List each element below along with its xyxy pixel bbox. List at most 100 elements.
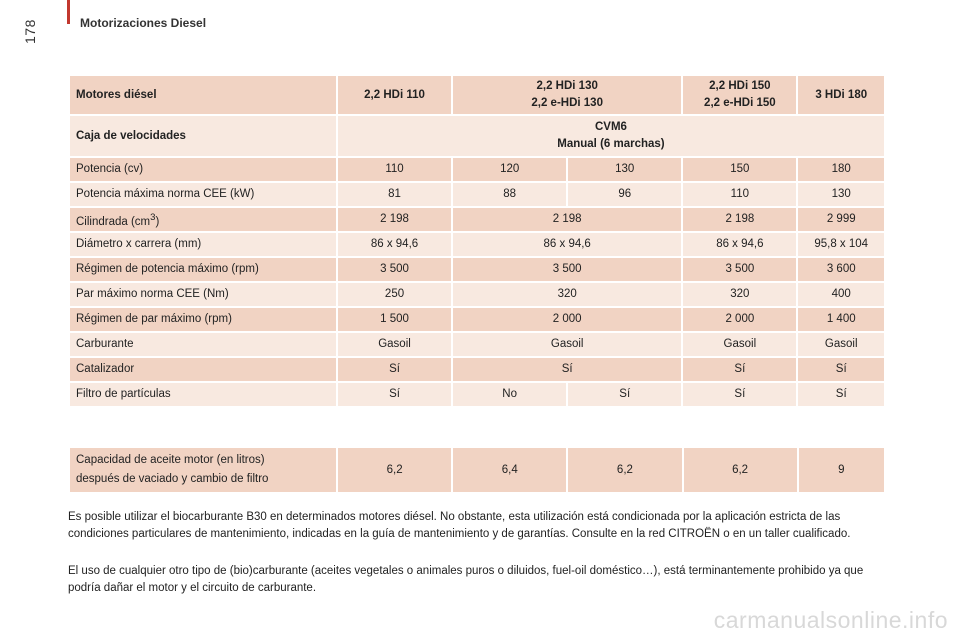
row-label-text-end: ) <box>155 215 160 228</box>
table-cell: 150 <box>683 158 797 181</box>
table-cell: Gasoil <box>337 333 452 356</box>
table-cell: 2 198 <box>337 208 452 231</box>
gearbox-code: CVM6 <box>594 121 627 133</box>
engine-name-alt: 2,2 e-HDi 130 <box>531 97 603 109</box>
gearbox-row: Caja de velocidades CVM6 Manual (6 marcha… <box>70 116 884 156</box>
table-row: Catalizador Sí Sí Sí Sí <box>70 358 884 381</box>
table-cell: 86 x 94,6 <box>683 233 797 256</box>
watermark: carmanualsonline.info <box>713 607 948 633</box>
table-row: Filtro de partículas Sí No Sí Sí Sí <box>70 383 884 406</box>
oil-label-line1: Capacidad de aceite motor (en litros) <box>76 454 265 466</box>
table-cell: Sí <box>798 358 884 381</box>
table-cell: Gasoil <box>683 333 797 356</box>
engines-header-row: Motores diésel 2,2 HDi 110 2,2 HDi 130 2,… <box>70 76 884 114</box>
table-cell: 6,2 <box>338 448 452 492</box>
table-cell: 6,4 <box>453 448 567 492</box>
row-label: Potencia (cv) <box>70 158 336 181</box>
table-row: Cilindrada (cm3) 2 198 2 198 2 198 2 999 <box>70 208 884 231</box>
table-cell: 86 x 94,6 <box>337 233 452 256</box>
table-cell: 9 <box>798 448 884 492</box>
table-cell: 130 <box>568 158 682 181</box>
gearbox-desc: Manual (6 marchas) <box>557 138 665 150</box>
table-cell: 6,2 <box>568 448 682 492</box>
page-number: 178 <box>22 19 38 44</box>
table-cell: 95,8 x 104 <box>798 233 884 256</box>
table-cell: 2 000 <box>683 308 797 331</box>
row-label: Cilindrada (cm3) <box>70 208 336 231</box>
table-cell: 3 600 <box>798 258 884 281</box>
engine-header-cell: 2,2 HDi 150 2,2 e-HDi 150 <box>683 76 797 114</box>
oil-capacity-label: Capacidad de aceite motor (en litros) des… <box>70 448 337 492</box>
table-cell: 120 <box>453 158 567 181</box>
table-cell: Sí <box>337 358 452 381</box>
table-cell: 110 <box>337 158 452 181</box>
table-cell: 2 999 <box>798 208 884 231</box>
table-cell: 180 <box>798 158 884 181</box>
row-label: Potencia máxima norma CEE (kW) <box>70 183 336 206</box>
table-cell: 86 x 94,6 <box>453 233 682 256</box>
table-cell: 6,2 <box>683 448 797 492</box>
table-cell: Sí <box>683 358 797 381</box>
row-label: Catalizador <box>70 358 336 381</box>
section-accent-bar <box>67 0 70 24</box>
table-cell: 3 500 <box>683 258 797 281</box>
table-cell: Gasoil <box>798 333 884 356</box>
table-cell: Sí <box>453 358 682 381</box>
engine-spec-table: Motores diésel 2,2 HDi 110 2,2 HDi 130 2,… <box>68 74 886 408</box>
row-label: Filtro de partículas <box>70 383 336 406</box>
engine-name: 2,2 HDi 130 <box>536 80 598 92</box>
table-row: Diámetro x carrera (mm) 86 x 94,6 86 x 9… <box>70 233 884 256</box>
gearbox-label: Caja de velocidades <box>70 116 336 156</box>
oil-label-line2: después de vaciado y cambio de filtro <box>76 473 269 485</box>
table-row: Potencia (cv) 110 120 130 150 180 <box>70 158 884 181</box>
oil-capacity-table: Capacidad de aceite motor (en litros) des… <box>68 446 886 494</box>
table-cell: 130 <box>798 183 884 206</box>
engine-name: 2,2 HDi 110 <box>364 88 425 101</box>
table-row: Potencia máxima norma CEE (kW) 81 88 96 … <box>70 183 884 206</box>
table-cell: 3 500 <box>337 258 452 281</box>
table-cell: Sí <box>683 383 797 406</box>
table-cell: Sí <box>337 383 452 406</box>
engine-name-alt: 2,2 e-HDi 150 <box>704 97 776 109</box>
table-row: Par máximo norma CEE (Nm) 250 320 320 40… <box>70 283 884 306</box>
table-cell: 110 <box>683 183 797 206</box>
fuel-warning-note: El uso de cualquier otro tipo de (bio)ca… <box>68 565 864 594</box>
table-cell: 81 <box>337 183 452 206</box>
engine-name: 3 HDi 180 <box>815 88 868 101</box>
table-cell: 2 000 <box>453 308 682 331</box>
row-label-superscript: 3 <box>150 211 156 223</box>
table-cell: 250 <box>337 283 452 306</box>
table-row: Carburante Gasoil Gasoil Gasoil Gasoil <box>70 333 884 356</box>
engine-header-cell: 2,2 HDi 130 2,2 e-HDi 130 <box>453 76 682 114</box>
table-cell: 2 198 <box>453 208 682 231</box>
oil-capacity-row: Capacidad de aceite motor (en litros) des… <box>70 448 884 492</box>
table-cell: 2 198 <box>683 208 797 231</box>
table-cell: 320 <box>683 283 797 306</box>
table-cell: Gasoil <box>453 333 682 356</box>
row-label: Régimen de potencia máximo (rpm) <box>70 258 336 281</box>
table-cell: Sí <box>798 383 884 406</box>
row-label: Diámetro x carrera (mm) <box>70 233 336 256</box>
engine-name: 2,2 HDi 150 <box>709 80 771 92</box>
table-cell: 3 500 <box>453 258 682 281</box>
table-cell: 1 500 <box>337 308 452 331</box>
table-cell: No <box>453 383 567 406</box>
row-label: Carburante <box>70 333 336 356</box>
engine-header-cell: 3 HDi 180 <box>798 76 884 114</box>
engine-header-cell: 2,2 HDi 110 <box>337 76 452 114</box>
table-row: Régimen de par máximo (rpm) 1 500 2 000 … <box>70 308 884 331</box>
table-cell: 88 <box>453 183 567 206</box>
biofuel-note: Es posible utilizar el biocarburante B30… <box>68 511 851 540</box>
table-cell: Sí <box>568 383 682 406</box>
table-cell: 320 <box>453 283 682 306</box>
table-row: Régimen de potencia máximo (rpm) 3 500 3… <box>70 258 884 281</box>
row-label: Par máximo norma CEE (Nm) <box>70 283 336 306</box>
row-label-text: Cilindrada (cm <box>76 215 151 228</box>
row-label: Régimen de par máximo (rpm) <box>70 308 336 331</box>
section-title: Motorizaciones Diesel <box>80 16 207 30</box>
table-cell: 96 <box>568 183 682 206</box>
table-cell: 400 <box>798 283 884 306</box>
table-cell: 1 400 <box>798 308 884 331</box>
gearbox-value: CVM6 Manual (6 marchas) <box>337 116 884 156</box>
engines-header-label: Motores diésel <box>70 76 336 114</box>
